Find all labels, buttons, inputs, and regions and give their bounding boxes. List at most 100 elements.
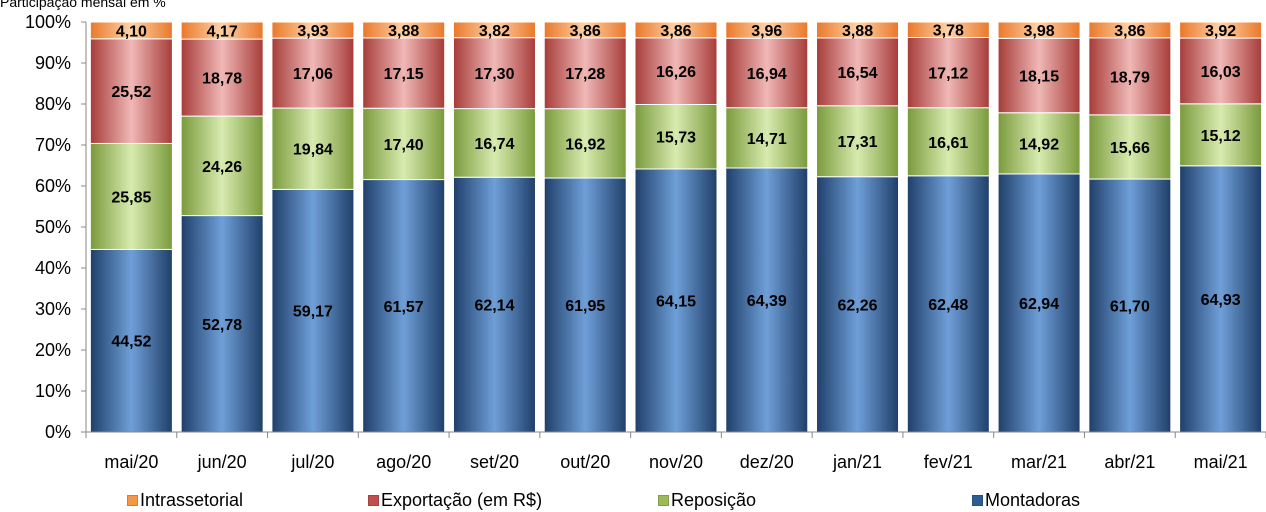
bar-intrassetorial-4 bbox=[452, 21, 536, 39]
bar-montadoras-12 bbox=[1179, 165, 1263, 433]
data-label: 16,54 bbox=[838, 65, 878, 82]
data-label: 44,52 bbox=[111, 334, 151, 351]
data-label: 17,12 bbox=[928, 66, 968, 83]
data-label: 18,78 bbox=[202, 71, 242, 88]
bar-reposi-o-9 bbox=[906, 107, 990, 177]
y-tick-label: 30% bbox=[35, 299, 71, 319]
data-label: 3,92 bbox=[1205, 23, 1236, 40]
data-label: 3,78 bbox=[933, 23, 964, 40]
x-tick-label: mai/21 bbox=[1194, 452, 1248, 472]
x-tick-label: jul/20 bbox=[290, 452, 334, 472]
legend-item-reposi-o: Reposição bbox=[658, 490, 756, 511]
data-label: 3,86 bbox=[570, 23, 601, 40]
bar-intrassetorial-12 bbox=[1179, 21, 1263, 39]
bar-intrassetorial-0 bbox=[89, 21, 173, 40]
data-label: 4,17 bbox=[207, 24, 238, 41]
data-label: 17,30 bbox=[474, 66, 514, 83]
data-label: 59,17 bbox=[293, 304, 333, 321]
x-tick-label: ago/20 bbox=[376, 452, 431, 472]
data-label: 17,28 bbox=[565, 66, 605, 83]
data-label: 61,70 bbox=[1110, 299, 1150, 316]
bar-intrassetorial-6 bbox=[634, 21, 718, 39]
y-tick-label: 0% bbox=[45, 422, 71, 442]
data-label: 62,94 bbox=[1019, 296, 1059, 313]
data-label: 15,12 bbox=[1201, 128, 1241, 145]
y-tick-label: 50% bbox=[35, 217, 71, 237]
bar-reposi-o-0 bbox=[89, 142, 173, 250]
data-label: 61,95 bbox=[565, 298, 605, 315]
data-label: 4,10 bbox=[116, 23, 147, 40]
data-label: 3,86 bbox=[660, 23, 691, 40]
legend-label: Intrassetorial bbox=[140, 490, 244, 510]
y-tick-label: 70% bbox=[35, 135, 71, 155]
data-label: 16,94 bbox=[747, 66, 787, 83]
data-label: 3,96 bbox=[751, 23, 782, 40]
legend-item-exporta-o-em-r: Exportação (em R$) bbox=[368, 490, 542, 511]
bar-intrassetorial-1 bbox=[180, 21, 264, 40]
bar-reposi-o-3 bbox=[362, 107, 446, 181]
data-label: 18,15 bbox=[1019, 69, 1059, 86]
y-tick-label: 10% bbox=[35, 381, 71, 401]
x-tick-label: abr/21 bbox=[1104, 452, 1155, 472]
data-label: 25,85 bbox=[111, 189, 151, 206]
data-label: 14,92 bbox=[1019, 136, 1059, 153]
data-label: 15,66 bbox=[1110, 140, 1150, 157]
bar-montadoras-10 bbox=[997, 173, 1081, 433]
x-tick-label: jun/20 bbox=[197, 452, 247, 472]
bar-reposi-o-8 bbox=[816, 105, 900, 178]
bar-reposi-o-7 bbox=[725, 107, 809, 169]
bar-reposi-o-12 bbox=[1179, 103, 1263, 167]
chart-title: Participação mensal em % bbox=[0, 0, 166, 10]
data-label: 61,57 bbox=[384, 299, 424, 316]
data-label: 3,98 bbox=[1024, 23, 1055, 40]
x-tick-label: mar/21 bbox=[1011, 452, 1067, 472]
data-label: 19,84 bbox=[293, 142, 333, 159]
data-label: 16,26 bbox=[656, 64, 696, 81]
data-label: 24,26 bbox=[202, 159, 242, 176]
data-label: 3,82 bbox=[479, 23, 510, 40]
bar-intrassetorial-10 bbox=[997, 21, 1081, 39]
y-tick-label: 100% bbox=[25, 12, 71, 32]
bar-exporta-o-em-r--9 bbox=[906, 36, 990, 109]
y-tick-label: 80% bbox=[35, 94, 71, 114]
x-tick-label: nov/20 bbox=[649, 452, 703, 472]
legend-label: Montadoras bbox=[985, 490, 1081, 510]
bar-reposi-o-5 bbox=[543, 108, 627, 179]
legend-label: Reposição bbox=[671, 490, 757, 510]
bar-montadoras-2 bbox=[271, 188, 355, 433]
data-label: 64,15 bbox=[656, 293, 696, 310]
bar-reposi-o-2 bbox=[271, 107, 355, 190]
y-tick-label: 40% bbox=[35, 258, 71, 278]
data-label: 3,93 bbox=[297, 23, 328, 40]
bar-intrassetorial-2 bbox=[271, 21, 355, 39]
bar-montadoras-6 bbox=[634, 168, 718, 433]
bar-exporta-o-em-r--5 bbox=[543, 37, 627, 110]
data-label: 3,88 bbox=[388, 23, 419, 40]
data-label: 16,74 bbox=[474, 136, 514, 153]
bar-exporta-o-em-r--11 bbox=[1088, 37, 1172, 116]
bar-exporta-o-em-r--0 bbox=[89, 38, 173, 144]
data-label: 15,73 bbox=[656, 130, 696, 147]
bar-montadoras-3 bbox=[362, 179, 446, 433]
bar-intrassetorial-8 bbox=[816, 21, 900, 39]
data-label: 17,31 bbox=[838, 134, 878, 151]
data-label: 16,61 bbox=[928, 135, 968, 152]
bar-intrassetorial-9 bbox=[906, 21, 990, 38]
legend-item-montadoras: Montadoras bbox=[972, 490, 1080, 511]
data-label: 17,06 bbox=[293, 66, 333, 83]
legend-swatch bbox=[127, 495, 138, 506]
legend-swatch bbox=[972, 495, 983, 506]
y-tick-label: 20% bbox=[35, 340, 71, 360]
bar-montadoras-11 bbox=[1088, 178, 1172, 433]
bar-montadoras-0 bbox=[89, 248, 173, 433]
x-tick-label: fev/21 bbox=[924, 452, 973, 472]
legend-item-intrassetorial: Intrassetorial bbox=[127, 490, 243, 511]
x-tick-label: dez/20 bbox=[740, 452, 794, 472]
data-label: 3,86 bbox=[1114, 23, 1145, 40]
bar-reposi-o-11 bbox=[1088, 114, 1172, 180]
data-label: 52,78 bbox=[202, 317, 242, 334]
data-label: 62,14 bbox=[474, 298, 514, 315]
data-label: 3,88 bbox=[842, 23, 873, 40]
data-label: 64,93 bbox=[1201, 292, 1241, 309]
data-label: 25,52 bbox=[111, 84, 151, 101]
